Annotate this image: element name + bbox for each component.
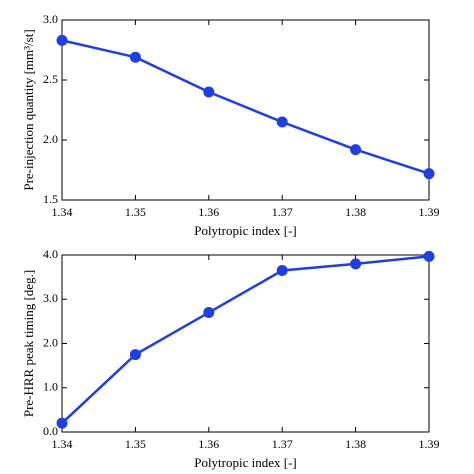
x-tick-label: 1.34 <box>52 205 73 219</box>
plot-frame <box>61 254 430 433</box>
data-point <box>423 250 435 262</box>
data-point <box>129 349 141 361</box>
plot-frame <box>61 19 430 201</box>
x-tick-label: 1.37 <box>272 205 293 219</box>
y-axis-title: Pre-injection quantity [mm³/st] <box>21 29 36 190</box>
data-line <box>61 255 430 425</box>
x-tick-label: 1.37 <box>272 437 293 451</box>
y-tick-label: 2.5 <box>43 72 58 86</box>
data-point <box>56 34 68 46</box>
data-point <box>350 144 362 156</box>
data-point <box>203 86 215 98</box>
data-point <box>276 264 288 276</box>
x-tick-label: 1.34 <box>52 437 73 451</box>
y-axis-title: Pre-HRR peak timing [deg.] <box>21 270 36 417</box>
y-tick-label: 2.0 <box>43 132 58 146</box>
x-axis-title: Polytropic index [-] <box>194 223 297 238</box>
data-point <box>56 417 68 429</box>
data-point <box>129 51 141 63</box>
x-tick-label: 1.36 <box>198 205 219 219</box>
x-tick-label: 1.35 <box>125 205 146 219</box>
x-tick-label: 1.35 <box>125 437 146 451</box>
data-point <box>203 307 215 319</box>
data-point <box>350 258 362 270</box>
y-tick-label: 1.5 <box>43 192 58 206</box>
x-tick-label: 1.38 <box>345 205 366 219</box>
y-tick-label: 2.0 <box>43 335 58 349</box>
x-tick-label: 1.39 <box>419 205 440 219</box>
x-tick-label: 1.36 <box>198 437 219 451</box>
y-tick-label: 4.0 <box>43 247 58 261</box>
y-tick-label: 3.0 <box>43 12 58 26</box>
x-tick-label: 1.38 <box>345 437 366 451</box>
data-point <box>276 116 288 128</box>
x-tick-label: 1.39 <box>419 437 440 451</box>
data-line <box>61 39 430 175</box>
y-tick-label: 1.0 <box>43 380 58 394</box>
y-tick-label: 3.0 <box>43 291 58 305</box>
y-tick-label: 0.0 <box>43 424 58 438</box>
x-axis-title: Polytropic index [-] <box>194 455 297 470</box>
data-point <box>423 168 435 180</box>
